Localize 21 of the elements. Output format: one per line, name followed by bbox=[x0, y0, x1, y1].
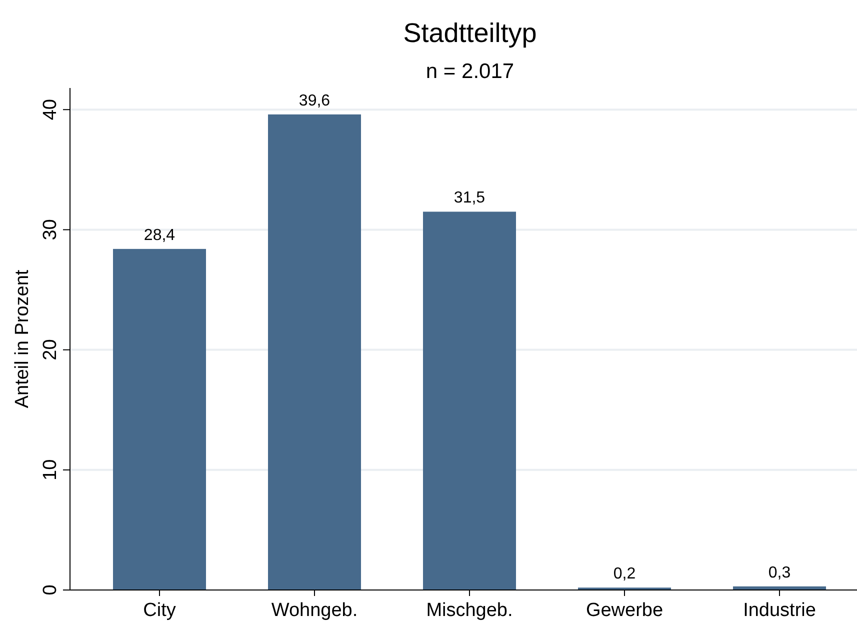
y-tick-label: 10 bbox=[40, 459, 61, 480]
y-tick-label: 30 bbox=[40, 219, 61, 240]
x-tick-label: City bbox=[143, 600, 176, 621]
chart-title: Stadtteiltyp bbox=[403, 18, 537, 48]
bar bbox=[113, 248, 206, 590]
x-tick-label: Wohngeb. bbox=[271, 600, 358, 621]
x-tick-label: Gewerbe bbox=[586, 600, 664, 621]
y-tick-label: 0 bbox=[40, 584, 61, 596]
y-axis-title: Anteil in Prozent bbox=[12, 269, 33, 408]
data-label: 31,5 bbox=[454, 190, 486, 207]
y-tick-label: 20 bbox=[40, 339, 61, 360]
x-tick-label: Industrie bbox=[743, 600, 816, 621]
data-label: 0,3 bbox=[768, 564, 791, 582]
bar bbox=[423, 212, 516, 590]
data-label: 39,6 bbox=[298, 92, 330, 110]
y-tick-label: 40 bbox=[40, 99, 61, 120]
data-label: 28,4 bbox=[144, 226, 176, 244]
chart-subtitle: n = 2.017 bbox=[426, 60, 514, 83]
x-tick-label: Mischgeb. bbox=[426, 600, 513, 621]
data-label: 0,2 bbox=[613, 566, 636, 583]
bar bbox=[268, 114, 361, 590]
